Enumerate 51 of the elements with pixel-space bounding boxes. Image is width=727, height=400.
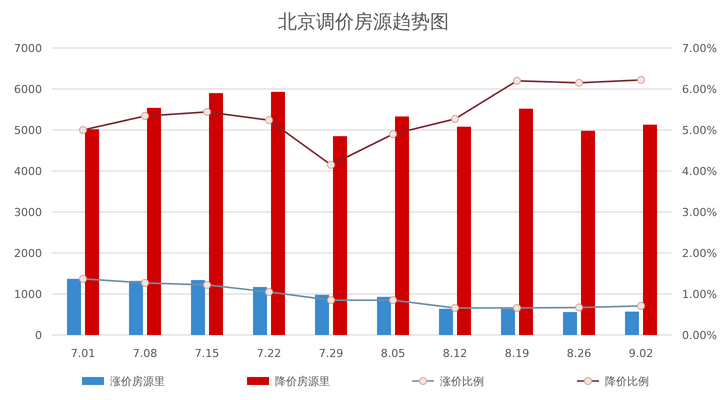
x-tick-label: 7.29: [318, 347, 344, 360]
bar: [581, 130, 595, 335]
bar: [519, 108, 533, 335]
y2-tick-label: 0.00%: [682, 329, 717, 342]
legend-label: 涨价房源里: [110, 375, 165, 388]
bar: [439, 308, 453, 335]
y-tick-label: 5000: [14, 124, 42, 137]
y2-tick-label: 1.00%: [682, 288, 717, 301]
x-tick-label: 7.08: [132, 347, 158, 360]
y2-tick-label: 2.00%: [682, 247, 717, 260]
y-tick-label: 7000: [14, 42, 42, 55]
y2-tick-label: 6.00%: [682, 83, 717, 96]
bar: [625, 312, 639, 335]
bar: [253, 287, 267, 335]
bar: [501, 308, 515, 335]
legend-label: 降价比例: [605, 375, 649, 388]
y2-tick-label: 7.00%: [682, 42, 717, 55]
bar: [563, 312, 577, 335]
bar: [67, 278, 81, 335]
y-tick-label: 2000: [14, 247, 42, 260]
legend-label: 涨价比例: [440, 375, 484, 388]
bar: [333, 136, 347, 335]
y-tick-label: 4000: [14, 165, 42, 178]
x-tick-label: 7.22: [256, 347, 282, 360]
x-tick-label: 8.26: [566, 347, 592, 360]
x-tick-label: 8.19: [504, 347, 530, 360]
bar: [377, 296, 391, 335]
bar: [85, 129, 99, 335]
y2-tick-label: 3.00%: [682, 206, 717, 219]
bar: [191, 280, 205, 335]
y2-tick-label: 4.00%: [682, 165, 717, 178]
x-tick-label: 8.12: [442, 347, 468, 360]
y-tick-label: 0: [35, 329, 42, 342]
bar: [643, 124, 657, 335]
bar: [129, 280, 143, 335]
bar: [457, 126, 471, 335]
y-tick-label: 1000: [14, 288, 42, 301]
legend-label: 降价房源里: [275, 375, 330, 388]
bar: [147, 108, 161, 335]
bar: [271, 92, 285, 335]
x-tick-label: 7.01: [70, 347, 96, 360]
x-tick-label: 9.02: [628, 347, 654, 360]
bar: [315, 294, 329, 335]
y-tick-label: 6000: [14, 83, 42, 96]
bar: [395, 116, 409, 335]
bar: [209, 93, 223, 335]
x-tick-label: 7.15: [194, 347, 220, 360]
y-tick-label: 3000: [14, 206, 42, 219]
chart-title: 北京调价房源趋势图: [278, 11, 449, 33]
x-tick-label: 8.05: [380, 347, 406, 360]
y2-tick-label: 5.00%: [682, 124, 717, 137]
